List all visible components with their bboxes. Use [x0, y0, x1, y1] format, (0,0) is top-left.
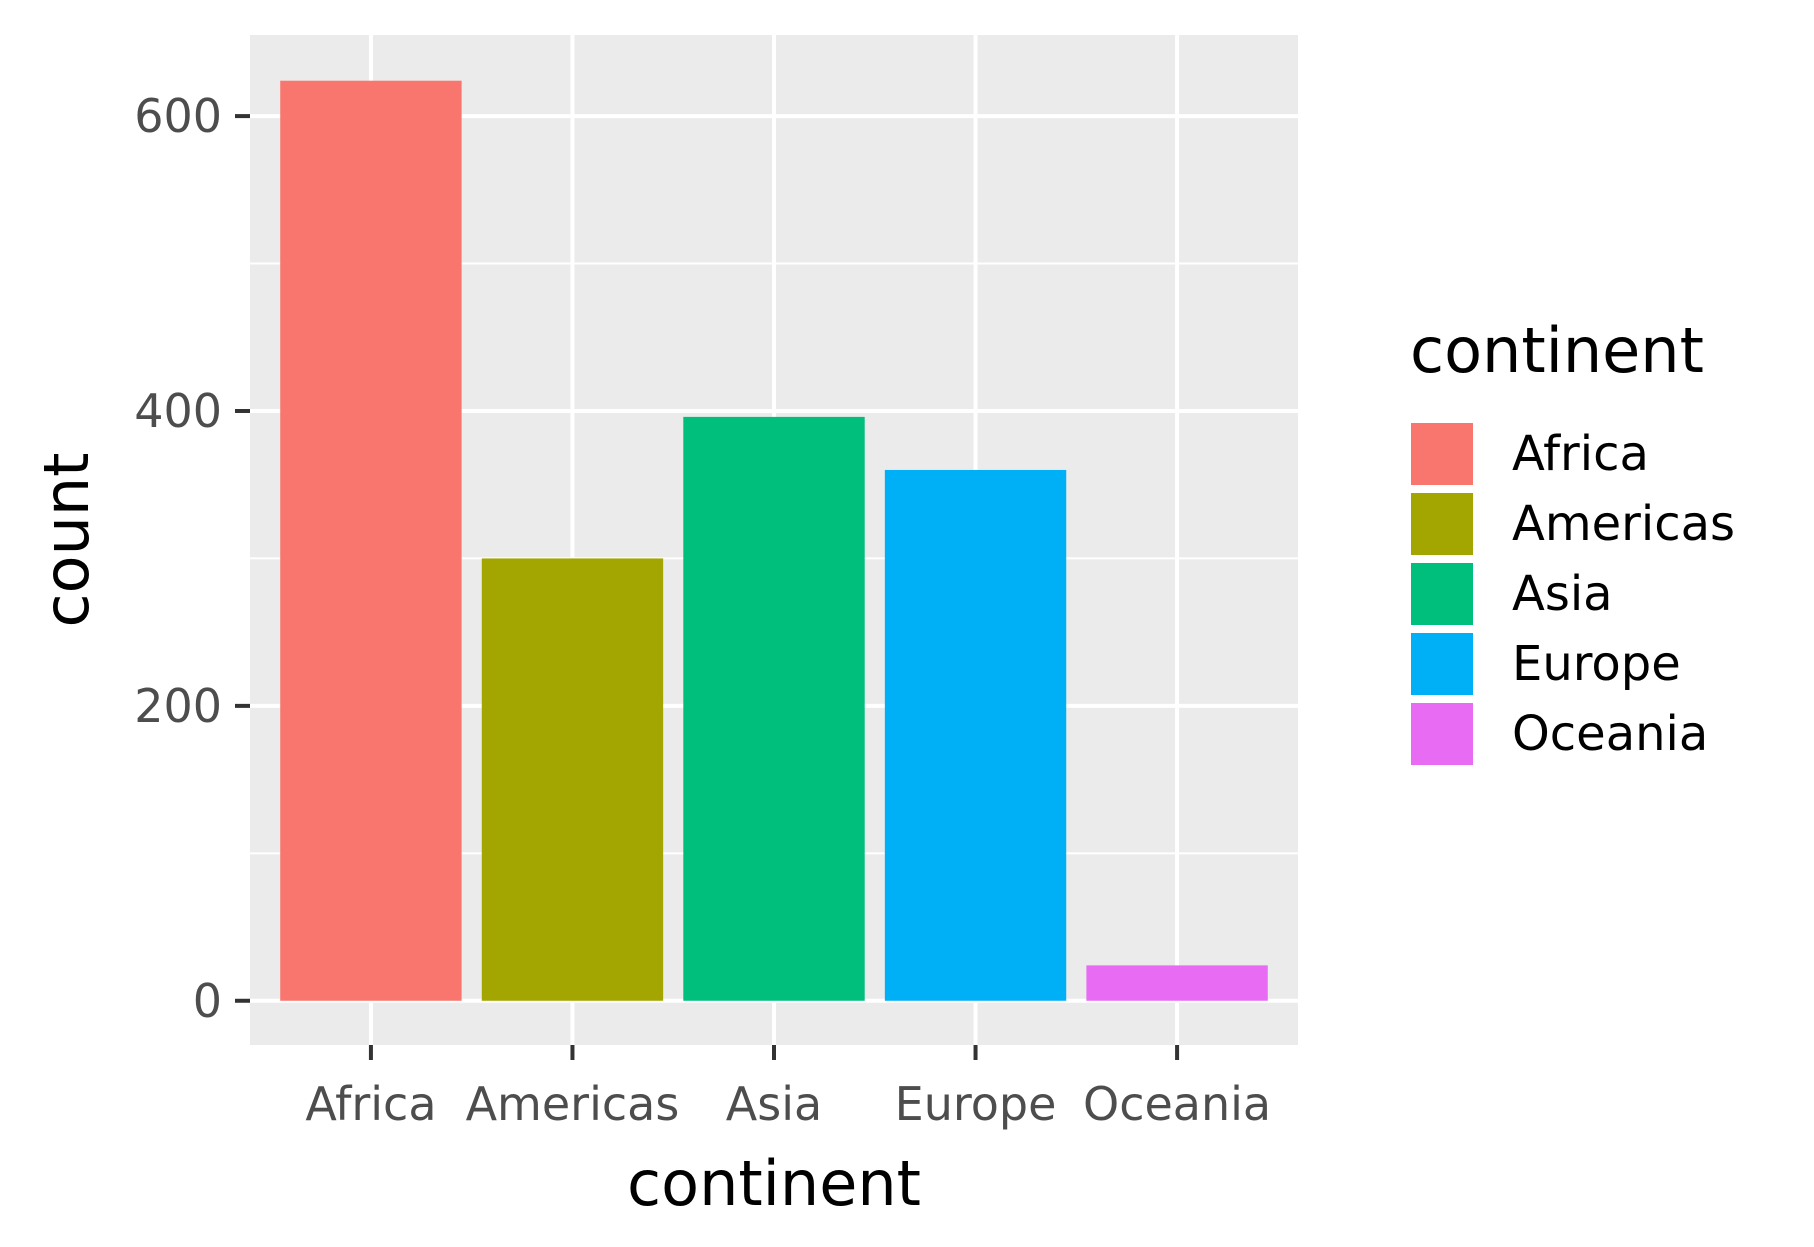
x-tick-label-europe: Europe — [895, 1077, 1057, 1131]
y-tick-label-600: 600 — [134, 89, 222, 143]
x-axis-ticks: Africa Americas Asia Europe Oceania — [305, 1045, 1271, 1131]
legend-items: Africa Americas Asia Europe Oceania — [1409, 421, 1735, 767]
x-tick-label-asia: Asia — [726, 1077, 822, 1131]
legend-swatch-europe — [1409, 631, 1475, 697]
x-tick-label-americas: Americas — [466, 1077, 680, 1131]
legend-label-americas: Americas — [1512, 496, 1735, 552]
x-axis-title: continent — [627, 1147, 921, 1220]
legend-swatch-oceania — [1409, 701, 1475, 767]
legend-title: continent — [1410, 314, 1704, 387]
legend-label-asia: Asia — [1512, 566, 1613, 622]
bar-africa — [280, 80, 462, 1001]
bar-americas — [481, 558, 664, 1001]
y-tick-label-400: 400 — [134, 384, 222, 438]
legend: continent Africa Americas Asia Europe Oceani… — [1409, 314, 1735, 767]
bar-europe — [884, 469, 1067, 1001]
x-tick-label-africa: Africa — [305, 1077, 436, 1131]
bar-oceania — [1086, 965, 1268, 1001]
bar-asia — [683, 416, 865, 1001]
y-tick-label-0: 0 — [193, 974, 222, 1028]
y-axis-title: count — [30, 453, 103, 628]
bars-group — [280, 80, 1268, 1001]
legend-label-africa: Africa — [1512, 426, 1649, 482]
legend-label-europe: Europe — [1512, 636, 1681, 692]
legend-swatch-africa — [1409, 421, 1475, 487]
y-tick-label-200: 200 — [134, 679, 222, 733]
legend-label-oceania: Oceania — [1512, 706, 1708, 762]
legend-swatch-americas — [1409, 491, 1475, 557]
legend-swatch-asia — [1409, 561, 1475, 627]
y-axis-ticks: 0 200 400 600 — [134, 89, 250, 1028]
x-tick-label-oceania: Oceania — [1083, 1077, 1271, 1131]
